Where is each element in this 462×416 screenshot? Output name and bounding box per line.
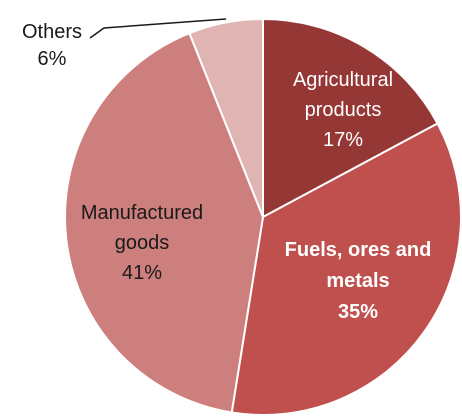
- pie-value-label-agricultural: 17%: [323, 129, 363, 151]
- pie-category-label-fuels: metals: [326, 270, 389, 292]
- pie-value-label-manufactured: 41%: [122, 262, 162, 284]
- pie-category-label-fuels: Fuels, ores and: [285, 239, 432, 261]
- pie-category-label-manufactured: Manufactured: [81, 202, 203, 224]
- pie-slice-fuels: [230, 122, 462, 416]
- leader-line-others: [89, 18, 227, 39]
- pie-slice-manufactured: [64, 31, 265, 414]
- pie-category-label-manufactured: goods: [115, 232, 170, 254]
- pie-label-others: Others 6%: [22, 21, 82, 70]
- pie-category-label-others: Others: [22, 21, 82, 43]
- pie-slice-others: [188, 17, 264, 218]
- pie-value-label-fuels: 35%: [338, 301, 378, 323]
- pie-category-label-agricultural: Agricultural: [293, 69, 393, 91]
- pie-slices: [64, 17, 462, 416]
- pie-labels: Agricultural products 17% Fuels, ores and me…: [22, 21, 431, 323]
- pie-category-label-agricultural: products: [305, 99, 382, 121]
- pie-label-agricultural: Agricultural products 17%: [293, 69, 393, 151]
- pie-value-label-others: 6%: [38, 48, 67, 70]
- pie-label-fuels: Fuels, ores and metals 35%: [285, 239, 432, 323]
- leader-lines: [89, 18, 227, 39]
- pie-label-manufactured: Manufactured goods 41%: [81, 202, 203, 284]
- pie-slice-agricultural: [262, 17, 439, 219]
